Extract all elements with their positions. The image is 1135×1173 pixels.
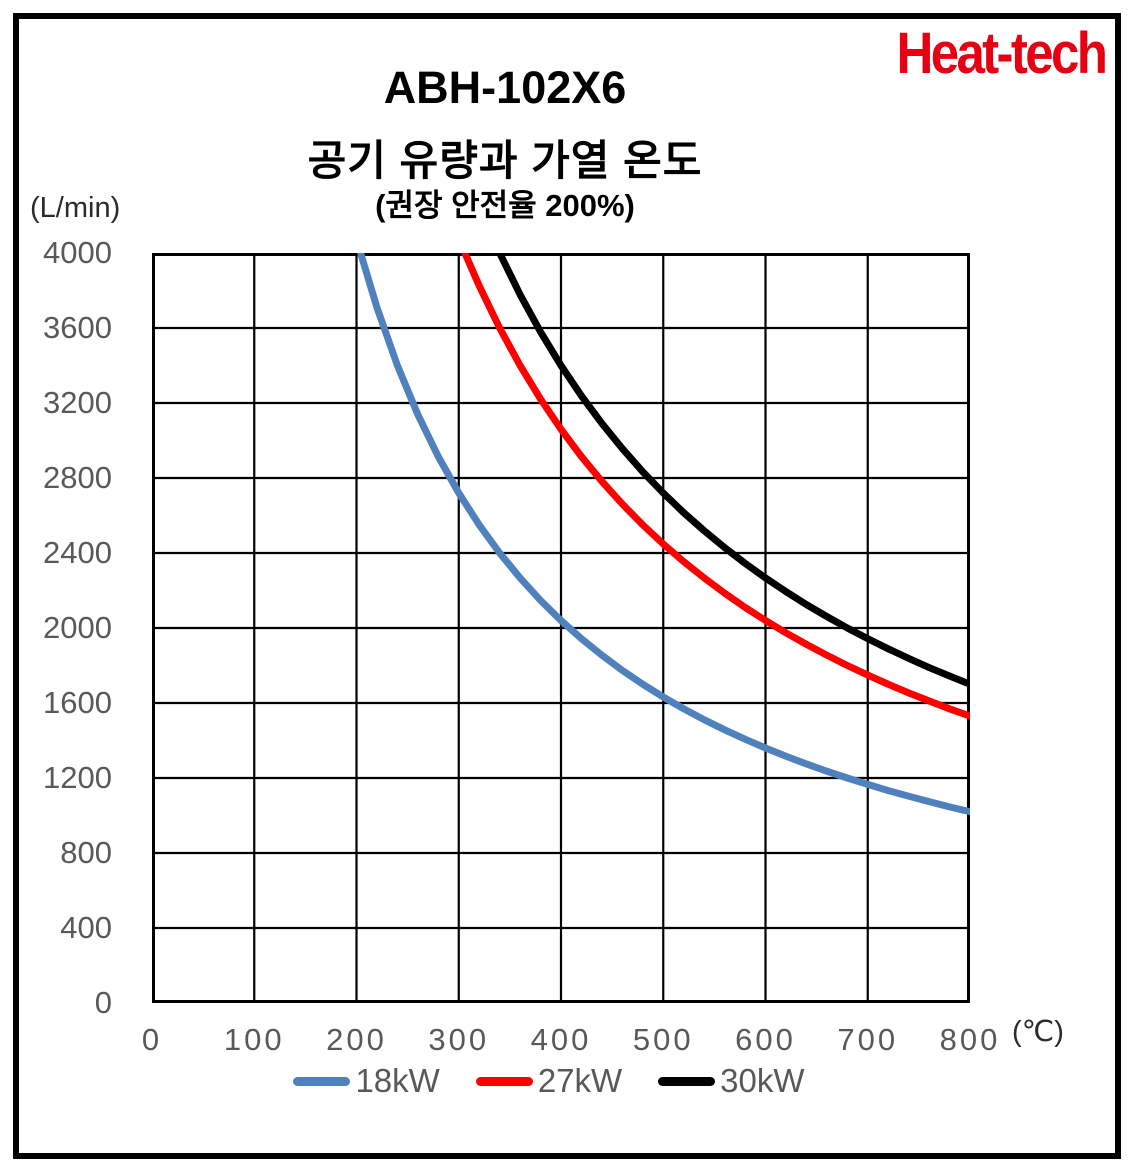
x-tick-label: 700 xyxy=(837,1022,899,1057)
x-tick-label: 0 xyxy=(141,1022,163,1057)
chart-subtitle: 공기 유량과 가열 온도 xyxy=(307,137,703,184)
plot-border xyxy=(152,253,970,1003)
y-tick-label: 2000 xyxy=(43,610,112,645)
legend-label: 30kW xyxy=(720,1062,805,1099)
safety-factor-note: (권장 안전율 200%) xyxy=(375,188,635,223)
heat-tech-logo: Heat-tech xyxy=(896,21,1107,86)
y-tick-label: 4000 xyxy=(43,235,112,270)
chart-title: ABH-102X6 xyxy=(383,62,627,113)
legend-item-30kw: 30kW xyxy=(658,1062,805,1100)
y-tick-label: 0 xyxy=(94,985,112,1020)
x-tick-label: 100 xyxy=(223,1022,285,1057)
plot-area xyxy=(152,253,970,1003)
x-tick-label: 300 xyxy=(428,1022,490,1057)
legend-swatch xyxy=(293,1076,351,1086)
legend-item-18kw: 18kW xyxy=(293,1062,440,1100)
y-tick-label: 1200 xyxy=(43,760,112,795)
x-tick-label: 800 xyxy=(939,1022,1001,1057)
x-tick-label: 200 xyxy=(326,1022,387,1057)
x-axis-unit-label: (℃) xyxy=(1012,1016,1064,1048)
legend-label: 18kW xyxy=(355,1062,440,1099)
series-curve-27kw xyxy=(461,253,970,720)
y-tick-label: 3200 xyxy=(43,385,112,420)
legend-swatch xyxy=(658,1076,716,1086)
y-tick-label: 3600 xyxy=(43,310,112,345)
y-tick-label: 2800 xyxy=(43,460,112,495)
y-tick-label: 400 xyxy=(60,910,112,945)
y-tick-label: 1600 xyxy=(43,685,112,720)
y-axis-unit-label: (L/min) xyxy=(30,192,121,224)
x-tick-label: 400 xyxy=(530,1022,592,1057)
legend-swatch xyxy=(475,1076,533,1086)
y-tick-label: 2400 xyxy=(43,535,112,570)
legend-item-27kw: 27kW xyxy=(475,1062,623,1100)
series-curve-18kw xyxy=(357,253,970,816)
x-tick-label: 500 xyxy=(632,1022,694,1057)
series-curve-30kw xyxy=(496,253,970,688)
x-tick-label: 600 xyxy=(735,1022,796,1057)
y-tick-label: 800 xyxy=(60,835,112,870)
chart-legend: 18kW 27kW 30kW xyxy=(140,1062,958,1100)
legend-label: 27kW xyxy=(537,1062,623,1099)
outer-border-frame xyxy=(13,13,1121,1159)
